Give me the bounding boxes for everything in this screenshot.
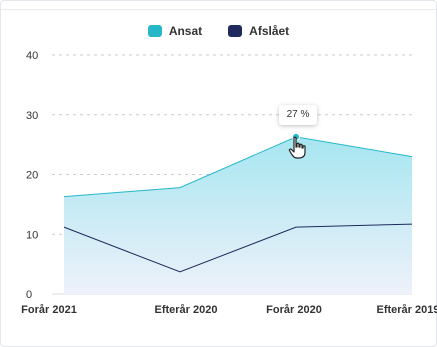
card-header-divider	[1, 1, 436, 10]
legend-swatch-afslaaet	[228, 25, 243, 37]
y-tick-label-40: 40	[26, 50, 38, 62]
series-line-afslaaet	[63, 223, 413, 273]
area-fill-ansat	[64, 136, 412, 294]
chart-legend: Ansat Afslået	[0, 24, 437, 38]
legend-label-ansat: Ansat	[168, 24, 203, 38]
data-tooltip: 27 %	[279, 105, 317, 125]
x-tick-label-3: Efterår 2019	[377, 304, 437, 316]
legend-item-afslaaet[interactable]: Afslået	[228, 24, 289, 38]
series-line-ansat	[63, 136, 413, 198]
x-tick-label-2: Forår 2020	[266, 304, 322, 316]
y-tick-label-10: 10	[26, 229, 38, 241]
x-tick-label-1: Efterår 2020	[155, 304, 218, 316]
x-axis-tick-labels: Forår 2021 Efterår 2020 Forår 2020 Efterår …	[21, 304, 437, 316]
legend-swatch-ansat	[147, 25, 162, 37]
y-tick-label-30: 30	[26, 110, 38, 122]
hand-pointer-icon	[287, 136, 309, 160]
y-tick-label-20: 20	[26, 170, 38, 182]
x-tick-label-0: Forår 2021	[21, 304, 77, 316]
legend-label-afslaaet: Afslået	[249, 24, 290, 38]
y-axis-tick-labels: 0 10 20 30 40	[26, 50, 38, 301]
y-tick-label-0: 0	[26, 289, 32, 301]
legend-item-ansat[interactable]: Ansat	[147, 24, 203, 38]
